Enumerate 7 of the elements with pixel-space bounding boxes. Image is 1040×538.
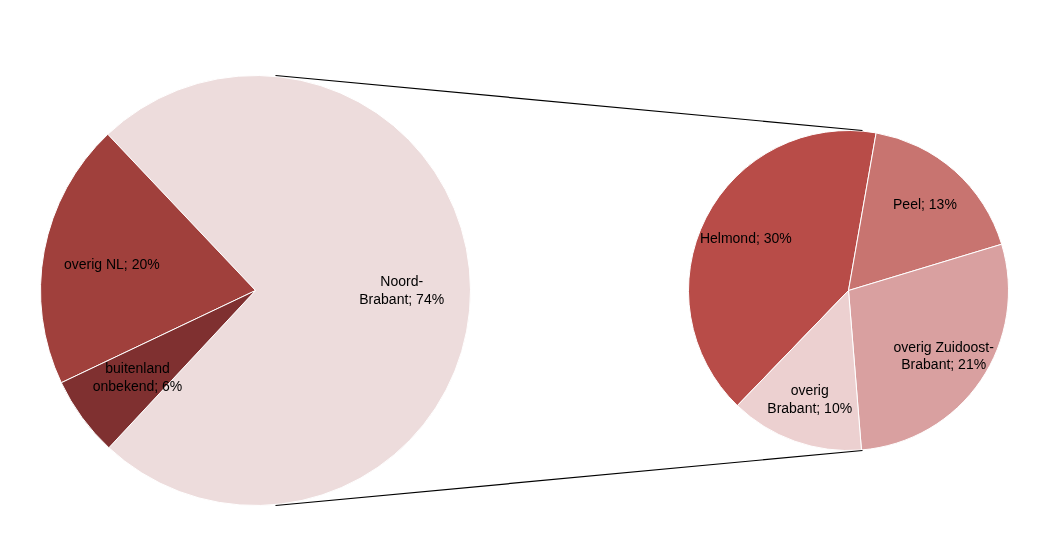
slice-label: overig Brabant; 10%: [767, 382, 853, 416]
slice-label: overig NL; 20%: [63, 255, 160, 272]
slice-label: Helmond; 30%: [699, 230, 792, 247]
slice-label: buitenland onbekend; 6%: [92, 360, 183, 394]
slice-label: Peel; 13%: [893, 196, 957, 213]
slice-label: Noord-Brabant; 74%: [359, 273, 445, 307]
slice-label: overig Zuidoost-Brabant; 21%: [893, 338, 995, 373]
